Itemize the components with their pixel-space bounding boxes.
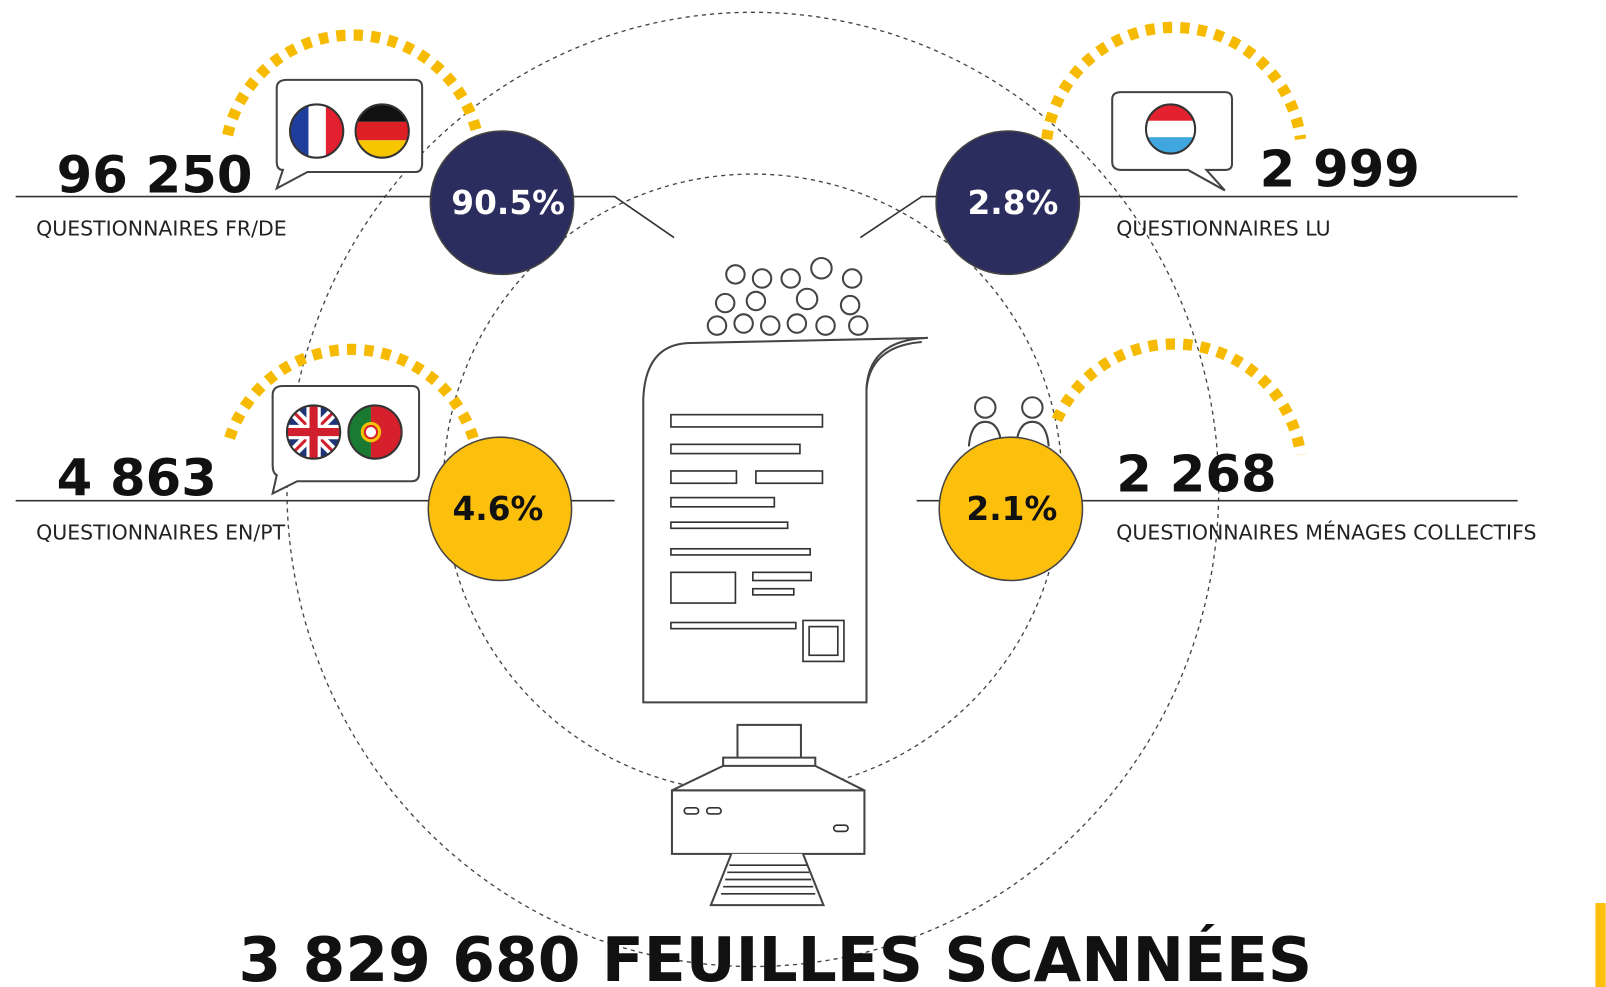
- percent: 4.6%: [452, 490, 543, 528]
- label: QUESTIONNAIRES EN/PT: [36, 521, 285, 545]
- printer-icon: [670, 723, 866, 907]
- count: 2 268: [1116, 444, 1276, 504]
- label: QUESTIONNAIRES FR/DE: [36, 216, 287, 240]
- count: 2 999: [1260, 139, 1420, 199]
- dotted-arcs: [222, 21, 1307, 456]
- circle-fr-de: [429, 130, 575, 276]
- label: QUESTIONNAIRES MÉNAGES COLLECTIFS: [1116, 520, 1536, 545]
- corner-accent: [1595, 903, 1606, 987]
- circle-en-pt: [427, 436, 573, 582]
- count: 96 250: [57, 145, 253, 205]
- label: QUESTIONNAIRES LU: [1116, 216, 1330, 240]
- circle-lu: [935, 130, 1081, 276]
- circle-collectifs: [938, 436, 1084, 582]
- document-icon: [642, 256, 928, 704]
- percent-circles: [427, 130, 1084, 582]
- total-sheets: 3 829 680 FEUILLES SCANNÉES: [239, 923, 1313, 987]
- percent: 2.1%: [966, 490, 1057, 528]
- texts: 96 250 QUESTIONNAIRES FR/DE 90.5% 2 999 …: [36, 139, 1536, 987]
- percent: 90.5%: [451, 184, 565, 222]
- percent: 2.8%: [967, 184, 1058, 222]
- count: 4 863: [57, 449, 217, 509]
